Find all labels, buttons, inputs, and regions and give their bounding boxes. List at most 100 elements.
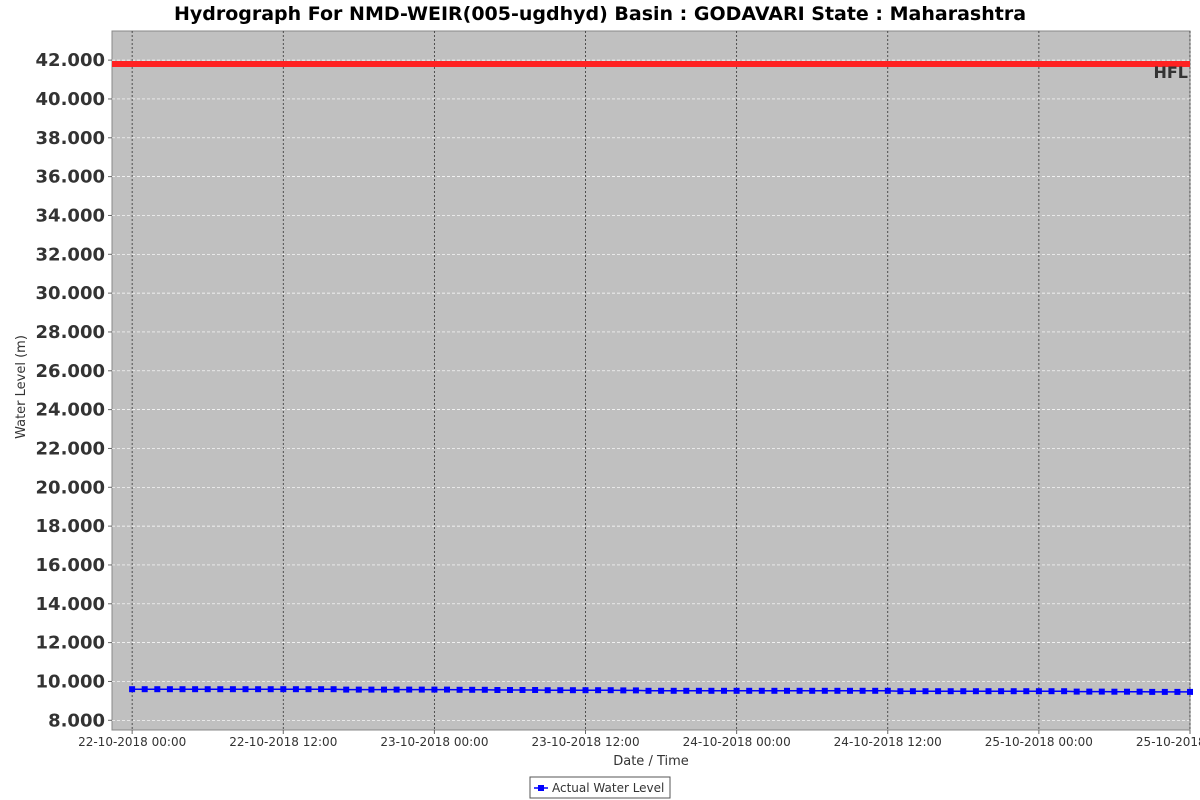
data-point (154, 686, 161, 693)
data-point (355, 686, 362, 693)
y-tick-label: 12.000 (36, 633, 105, 654)
y-tick-label: 38.000 (36, 128, 105, 149)
x-tick-label: 25-10-2018 12:00 (1136, 735, 1200, 749)
data-point (683, 687, 690, 694)
data-point (796, 687, 803, 694)
y-tick-label: 32.000 (36, 244, 105, 265)
data-point (809, 687, 816, 694)
data-point (607, 687, 614, 694)
data-point (859, 687, 866, 694)
data-point (1035, 688, 1042, 695)
data-point (695, 687, 702, 694)
x-tick-label: 24-10-2018 00:00 (683, 735, 791, 749)
data-point (847, 687, 853, 694)
data-point (368, 686, 375, 693)
data-point (771, 687, 778, 694)
y-tick-label: 18.000 (36, 516, 105, 537)
data-point (972, 688, 979, 695)
y-tick-label: 36.000 (36, 167, 105, 188)
data-point (507, 687, 513, 693)
x-tick-label: 22-10-2018 12:00 (229, 735, 337, 749)
data-point (1187, 688, 1193, 695)
data-point (595, 687, 602, 694)
data-point (204, 686, 211, 693)
data-point (758, 687, 765, 694)
data-point (960, 688, 967, 695)
y-tick-label: 20.000 (36, 477, 105, 498)
data-point (166, 686, 173, 693)
y-tick-label: 26.000 (36, 361, 105, 382)
data-point (481, 686, 488, 693)
chart-title: Hydrograph For NMD-WEIR(005-ugdhyd) Basi… (174, 3, 1026, 25)
data-point (1061, 688, 1068, 695)
y-axis-label: Water Level (m) (14, 335, 29, 439)
data-point (532, 687, 539, 693)
y-tick-label: 24.000 (36, 400, 105, 421)
y-tick-label: 8.000 (48, 710, 105, 731)
data-point (1174, 688, 1181, 695)
data-point (1149, 688, 1156, 695)
data-point (305, 686, 312, 693)
data-point (985, 688, 992, 695)
data-point (192, 686, 199, 693)
data-point (872, 687, 879, 694)
data-point (746, 687, 753, 694)
data-point (658, 687, 665, 694)
data-point (1098, 688, 1105, 695)
data-point (620, 687, 627, 694)
legend-marker (538, 785, 544, 791)
data-point (444, 686, 450, 693)
x-axis-label: Date / Time (613, 754, 689, 769)
data-point (418, 686, 425, 693)
data-point (330, 686, 337, 693)
data-point (255, 686, 262, 693)
data-point (708, 687, 715, 694)
y-tick-label: 10.000 (36, 671, 105, 692)
data-point (280, 686, 287, 693)
data-point (784, 687, 790, 694)
x-tick-label: 22-10-2018 00:00 (78, 735, 186, 749)
data-point (1073, 688, 1080, 695)
data-point (821, 687, 828, 694)
data-point (670, 687, 677, 694)
data-point (292, 686, 299, 693)
x-tick-label: 23-10-2018 00:00 (380, 735, 488, 749)
data-point (935, 688, 942, 695)
grid-lines (112, 31, 1191, 730)
data-point (381, 686, 387, 693)
data-point (1161, 688, 1168, 695)
x-axis-ticks: 22-10-2018 00:00 22-10-2018 12:00 23-10-20… (78, 730, 1200, 749)
legend: Actual Water Level (529, 776, 671, 799)
data-point (494, 687, 501, 693)
y-tick-label: 28.000 (36, 322, 105, 343)
hfl-reference: HFL (112, 61, 1190, 82)
data-point (217, 686, 224, 693)
data-point (557, 687, 564, 694)
data-point (834, 687, 841, 694)
data-point (393, 686, 400, 693)
x-tick-label: 23-10-2018 12:00 (531, 735, 639, 749)
y-axis-ticks: 8.000 10.000 12.000 14.000 16.000 18.000 20.00… (36, 50, 112, 731)
data-point (569, 687, 576, 694)
data-point (1086, 688, 1093, 695)
y-tick-label: 34.000 (36, 205, 105, 226)
data-point (632, 687, 639, 694)
data-point (582, 687, 589, 694)
data-point (922, 688, 929, 695)
series-actual-water-level (129, 686, 1193, 695)
y-tick-label: 14.000 (36, 594, 105, 615)
plot-area (111, 30, 1191, 731)
data-point (733, 687, 740, 694)
data-point (456, 686, 463, 693)
x-tick-label: 24-10-2018 12:00 (834, 735, 942, 749)
data-point (721, 687, 727, 694)
y-tick-label: 16.000 (36, 555, 105, 576)
data-point (1111, 688, 1118, 695)
data-point (1136, 688, 1143, 695)
data-point (318, 686, 325, 693)
data-point (267, 686, 274, 693)
y-tick-label: 22.000 (36, 438, 105, 459)
hfl-label: HFL (1153, 63, 1188, 82)
data-point (645, 687, 652, 694)
